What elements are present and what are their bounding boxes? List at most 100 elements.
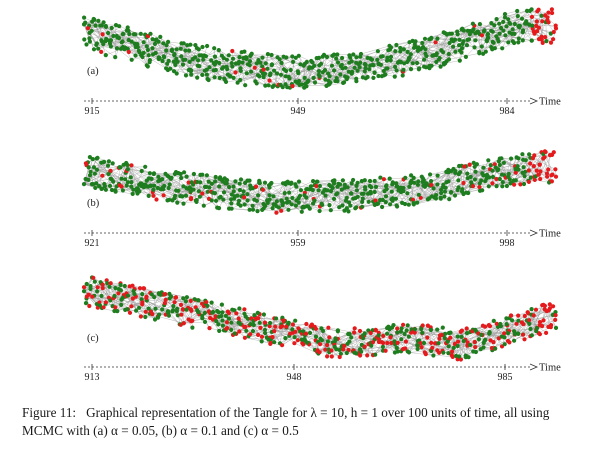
transaction-node <box>350 181 354 185</box>
transaction-node <box>266 201 270 205</box>
transaction-node <box>159 293 163 297</box>
transaction-node <box>395 346 399 350</box>
tip-node <box>521 333 525 337</box>
transaction-node <box>328 81 332 85</box>
transaction-node <box>143 165 147 169</box>
transaction-node <box>290 202 294 206</box>
tip-node <box>179 313 183 317</box>
transaction-node <box>434 53 438 57</box>
tip-node <box>549 173 553 177</box>
transaction-node <box>93 186 97 190</box>
tip-node <box>230 49 234 53</box>
transaction-node <box>389 58 393 62</box>
transaction-node <box>338 182 342 186</box>
tip-node <box>293 330 297 334</box>
tip-node <box>84 161 88 165</box>
tip-node <box>179 303 183 307</box>
transaction-node <box>153 307 157 311</box>
transaction-node <box>467 37 471 41</box>
transaction-node <box>129 180 133 184</box>
transaction-node <box>336 60 340 64</box>
tip-node <box>272 329 276 333</box>
transaction-node <box>340 63 344 67</box>
transaction-node <box>227 185 231 189</box>
tip-node <box>288 332 292 336</box>
transaction-node <box>140 169 144 173</box>
transaction-node <box>318 337 322 341</box>
tip-node <box>527 180 531 184</box>
transaction-node <box>451 45 455 49</box>
transaction-node <box>386 325 390 329</box>
transaction-node <box>82 289 86 293</box>
transaction-node <box>170 198 174 202</box>
transaction-node <box>473 177 477 181</box>
tip-node <box>535 169 539 173</box>
transaction-node <box>458 59 462 63</box>
tip-node <box>163 292 167 296</box>
transaction-node <box>361 197 365 201</box>
transaction-node <box>512 32 516 36</box>
transaction-node <box>457 185 461 189</box>
tip-node <box>242 195 246 199</box>
transaction-node <box>232 189 236 193</box>
transaction-node <box>271 206 275 210</box>
panel-label-3: (c) <box>87 333 99 344</box>
transaction-node <box>124 161 128 165</box>
tip-node <box>546 167 550 171</box>
transaction-node <box>140 55 144 59</box>
transaction-node <box>517 36 521 40</box>
transaction-node <box>156 179 160 183</box>
transaction-node <box>142 40 146 44</box>
transaction-node <box>185 175 189 179</box>
transaction-node <box>275 71 279 75</box>
transaction-node <box>279 73 283 77</box>
transaction-node <box>184 299 188 303</box>
transaction-node <box>395 203 399 207</box>
transaction-node <box>311 179 315 183</box>
tip-node <box>545 175 549 179</box>
transaction-node <box>255 81 259 85</box>
transaction-node <box>384 194 388 198</box>
transaction-node <box>230 64 234 68</box>
transaction-node <box>413 327 417 331</box>
transaction-node <box>479 333 483 337</box>
tip-node <box>369 331 373 335</box>
transaction-node <box>221 198 225 202</box>
transaction-node <box>233 179 237 183</box>
transaction-node <box>197 189 201 193</box>
tip-node <box>327 335 331 339</box>
transaction-node <box>395 68 399 72</box>
transaction-node <box>167 314 171 318</box>
transaction-node <box>268 71 272 75</box>
transaction-node <box>231 185 235 189</box>
tip-node <box>96 285 100 289</box>
transaction-node <box>110 26 114 30</box>
transaction-node <box>88 284 92 288</box>
transaction-node <box>291 60 295 64</box>
transaction-node <box>422 341 426 345</box>
transaction-node <box>102 20 106 24</box>
transaction-node <box>210 198 214 202</box>
transaction-node <box>318 75 322 79</box>
transaction-node <box>173 194 177 198</box>
transaction-node <box>220 303 224 307</box>
transaction-node <box>478 181 482 185</box>
transaction-node <box>119 303 123 307</box>
transaction-node <box>385 66 389 70</box>
transaction-node <box>89 170 93 174</box>
transaction-node <box>130 58 134 62</box>
transaction-node <box>395 330 399 334</box>
transaction-node <box>246 198 250 202</box>
transaction-node <box>213 75 217 79</box>
transaction-node <box>523 174 527 178</box>
tip-node <box>104 300 108 304</box>
tick-label: 948 <box>287 372 302 383</box>
transaction-node <box>356 195 360 199</box>
tick-label: 959 <box>291 238 306 249</box>
transaction-node <box>115 309 119 313</box>
transaction-node <box>460 46 464 50</box>
tip-node <box>554 313 558 317</box>
tip-node <box>341 347 345 351</box>
transaction-node <box>480 171 484 175</box>
tip-node <box>101 32 105 36</box>
